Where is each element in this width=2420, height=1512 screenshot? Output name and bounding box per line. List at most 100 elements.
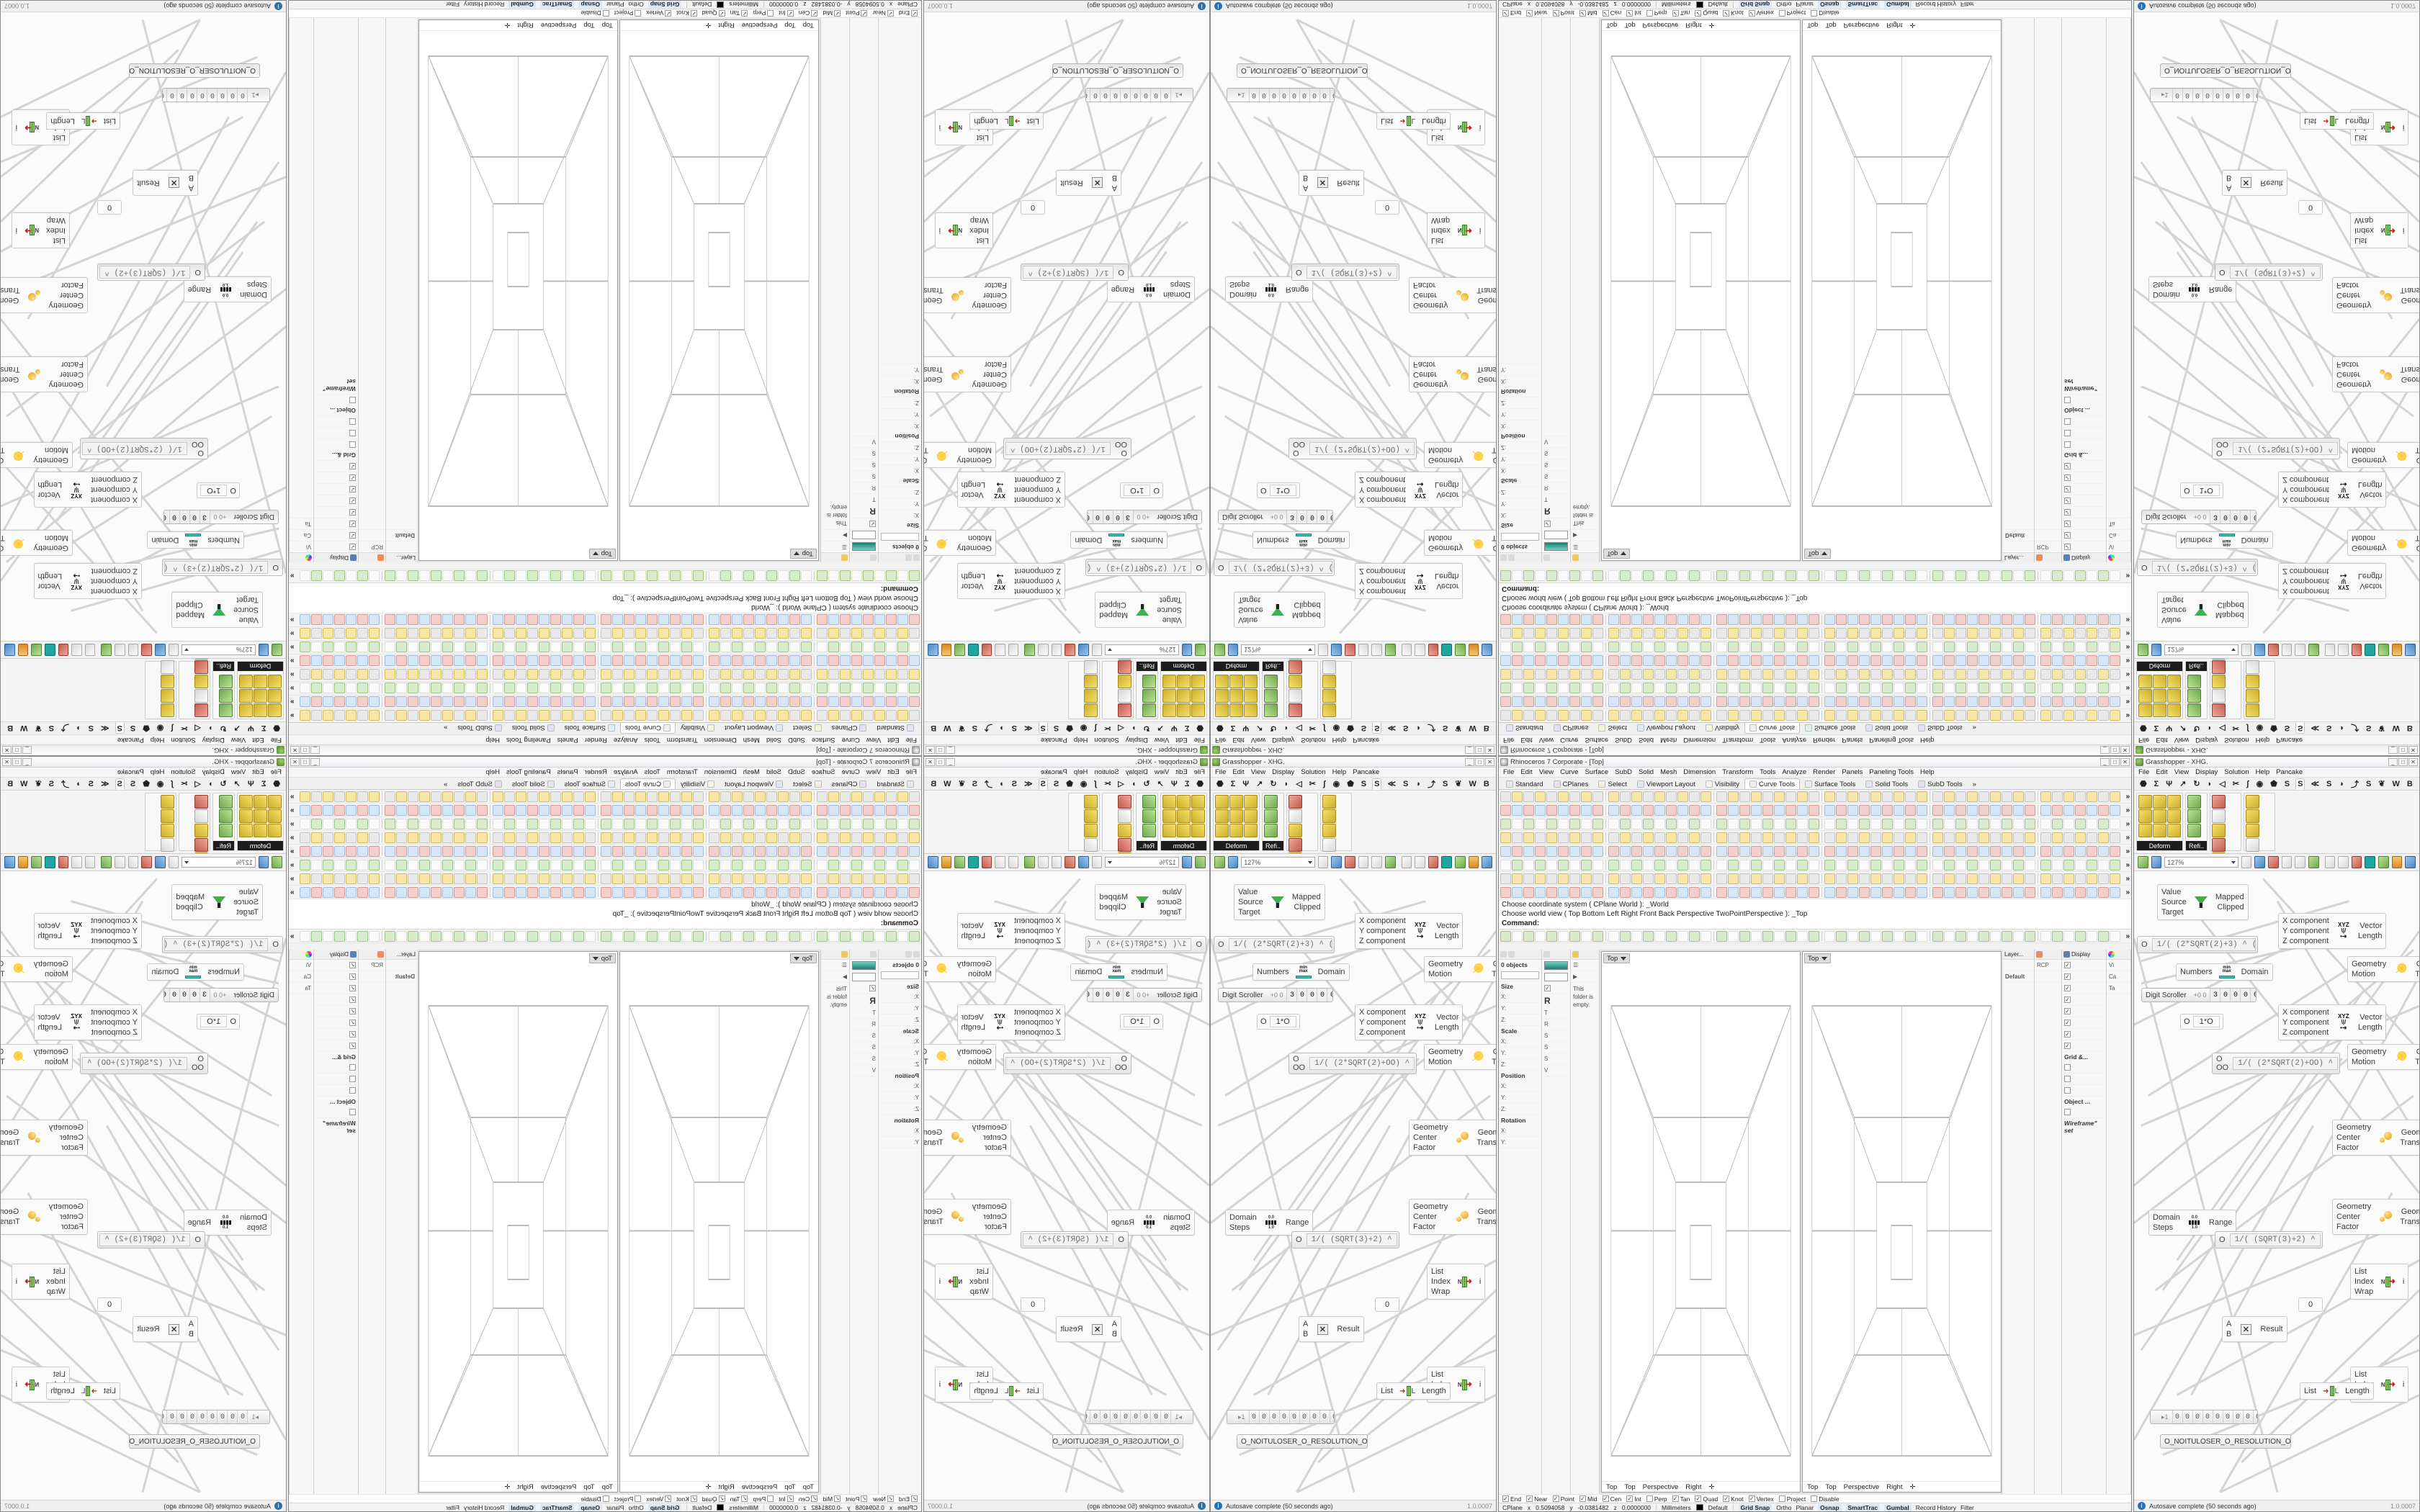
- ribbon-group-deform[interactable]: Deform: [237, 793, 284, 851]
- rhino-tool-icon[interactable]: [442, 832, 453, 843]
- rhino-tool-icon[interactable]: [1512, 642, 1523, 653]
- rhino-statusbar[interactable]: CPlane x 0.5094058 y -0.0381482 z 0.0000…: [289, 1, 921, 9]
- rhino-tool-icon[interactable]: [477, 655, 488, 667]
- rhino-tool-icon[interactable]: [886, 614, 897, 626]
- rhino-tool-icon[interactable]: [1569, 570, 1580, 582]
- open-icon[interactable]: [272, 644, 282, 656]
- rhino-tool-icon[interactable]: [493, 804, 503, 816]
- rhino-tool-icon[interactable]: [300, 804, 310, 816]
- toolbar-overflow-icon[interactable]: »: [290, 670, 295, 679]
- rhino-tool-icon[interactable]: [1824, 642, 1835, 653]
- profiler-icon[interactable]: [1051, 644, 1062, 656]
- display-option-row[interactable]: ✓: [314, 506, 358, 518]
- number-value[interactable]: 1*O: [1124, 485, 1151, 496]
- rhino-tool-icon[interactable]: [539, 669, 550, 680]
- gh-tab-20[interactable]: B: [1483, 724, 1489, 733]
- gh-menu-view[interactable]: View: [1154, 736, 1170, 744]
- rhino-tool-icon[interactable]: [909, 818, 920, 829]
- gh-component-icon[interactable]: [219, 689, 233, 703]
- rhino-tool-icon[interactable]: [1512, 696, 1523, 708]
- gh-component-icon[interactable]: [2153, 824, 2166, 837]
- rhino-tool-icon[interactable]: [2075, 570, 2086, 582]
- rhino-tool-icon[interactable]: [670, 886, 681, 898]
- rhino-tool-icon[interactable]: [720, 655, 731, 667]
- rhino-tool-icon[interactable]: [1512, 710, 1523, 721]
- gh-right-toolbar[interactable]: 127%: [2134, 854, 2419, 871]
- rhino-minimize-button[interactable]: _: [310, 746, 320, 755]
- output-pin[interactable]: Geometry: [2401, 1128, 2419, 1137]
- gh-tab-9[interactable]: ◉: [156, 724, 164, 732]
- rhino-tool-icon[interactable]: [357, 832, 368, 843]
- rhino-osnap-bar[interactable]: ✓ End ✓ Near ✓ Point ✓ Mid ✓ Cen ✓ Int Perp ✓ Tan ✓ Quad…: [1499, 1494, 2131, 1503]
- rhino-tool-icon[interactable]: [1870, 873, 1881, 884]
- object-checkbox[interactable]: [349, 397, 356, 403]
- gh-menu-help[interactable]: Help: [2255, 768, 2270, 776]
- rhino-toolbar-row-1[interactable]: »: [289, 708, 921, 722]
- rhino-tool-icon[interactable]: [1944, 570, 1955, 582]
- rhino-tool-icon[interactable]: [1944, 683, 1955, 694]
- zoom-field[interactable]: 127%: [1105, 857, 1179, 868]
- rhino-tool-icon[interactable]: [539, 570, 550, 582]
- rhino-tool-icon[interactable]: [658, 655, 669, 667]
- rhino-tool-icon[interactable]: [1859, 886, 1870, 898]
- rhino-tool-icon[interactable]: [1785, 886, 1796, 898]
- minimize-button[interactable]: _: [1465, 757, 1474, 766]
- output-pin[interactable]: Geometry: [924, 543, 932, 553]
- rhino-tool-icon[interactable]: [431, 886, 442, 898]
- rhino-tool-icon[interactable]: [1944, 873, 1955, 884]
- rhino-tool-icon[interactable]: [431, 570, 442, 582]
- rhino-tool-icon[interactable]: [1917, 696, 1927, 708]
- panel-layers[interactable]: Layer... Default: [385, 950, 417, 1494]
- rhino-tool-icon[interactable]: [897, 628, 908, 639]
- rhino-tool-icon[interactable]: [1689, 886, 1700, 898]
- status-layer[interactable]: Default: [692, 1503, 712, 1511]
- rendering-row-t[interactable]: T: [850, 493, 878, 505]
- rhino-tool-icon[interactable]: [670, 859, 681, 870]
- gh-left-canvas[interactable]: Value Source Target Mapped Clipped X componen…: [1211, 12, 1496, 641]
- gh-number-slider[interactable]: Digit Scroller+0 03000000000: [2141, 988, 2257, 1002]
- rhino-tool-icon[interactable]: [1990, 614, 2001, 626]
- gh-number-slider[interactable]: O_NOITULOSER_O_RESOLUTION_O+000000000030: [129, 1434, 260, 1449]
- ribbon-group-deform[interactable]: Deform: [2136, 661, 2183, 719]
- size-x[interactable]: X:: [879, 509, 921, 521]
- gh-node-multiplication[interactable]: A B ✕ Result: [1056, 1316, 1121, 1342]
- output-pin[interactable]: Clipped: [2217, 903, 2244, 912]
- rhino-tool-icon[interactable]: [720, 859, 731, 870]
- rhino-tool-icon[interactable]: [635, 628, 646, 639]
- rhino-tool-icon[interactable]: [1654, 845, 1665, 857]
- profiler-icon[interactable]: [2281, 644, 2293, 656]
- viewport-tab-right-b[interactable]: Right: [517, 1482, 534, 1491]
- rhino-tool-icon[interactable]: [909, 642, 920, 653]
- output-pin[interactable]: Geometry: [924, 296, 943, 305]
- display-option-row[interactable]: ✓: [314, 495, 358, 506]
- osnap-checkbox[interactable]: ✓: [1695, 10, 1702, 17]
- rhino-tool-icon[interactable]: [431, 859, 442, 870]
- input-pin[interactable]: A: [1303, 1320, 1309, 1328]
- rhino-tool-icon[interactable]: [1932, 791, 1943, 802]
- gh-node-move-1[interactable]: GeometryMotionGeometryTransform: [1, 530, 73, 556]
- osnap-quad[interactable]: ✓ Quad: [1695, 1495, 1718, 1503]
- rhino-tool-icon[interactable]: [465, 628, 476, 639]
- rhino-tool-icon[interactable]: [550, 642, 561, 653]
- rhino-tool-icon[interactable]: [840, 832, 851, 843]
- rhino-tool-icon[interactable]: [720, 683, 731, 694]
- rhino-tool-icon[interactable]: [1620, 655, 1631, 667]
- rhino-tool-icon[interactable]: [1785, 710, 1796, 721]
- input-pin[interactable]: Z component: [91, 1028, 138, 1037]
- gh-tab-3[interactable]: ↗: [1157, 780, 1164, 788]
- output-pin[interactable]: Geometry: [924, 959, 932, 969]
- rhino-tool-icon[interactable]: [732, 614, 743, 626]
- rhino-tool-icon[interactable]: [1558, 655, 1569, 667]
- gh-tab-6[interactable]: ◁: [2219, 780, 2226, 788]
- gh-tab-11[interactable]: S: [1053, 724, 1059, 733]
- rhino-tool-icon[interactable]: [1666, 886, 1677, 898]
- rhino-menu-help[interactable]: Help: [1920, 736, 1935, 744]
- shaded-icon[interactable]: [1008, 644, 1019, 656]
- rhino-tool-icon[interactable]: [408, 655, 418, 667]
- input-pin[interactable]: Center: [59, 1133, 84, 1142]
- rhino-tool-icon[interactable]: [1797, 930, 1808, 942]
- rhino-menu-view[interactable]: View: [866, 768, 882, 776]
- rhino-tool-icon[interactable]: [369, 886, 380, 898]
- rhino-tool-icon[interactable]: [778, 669, 789, 680]
